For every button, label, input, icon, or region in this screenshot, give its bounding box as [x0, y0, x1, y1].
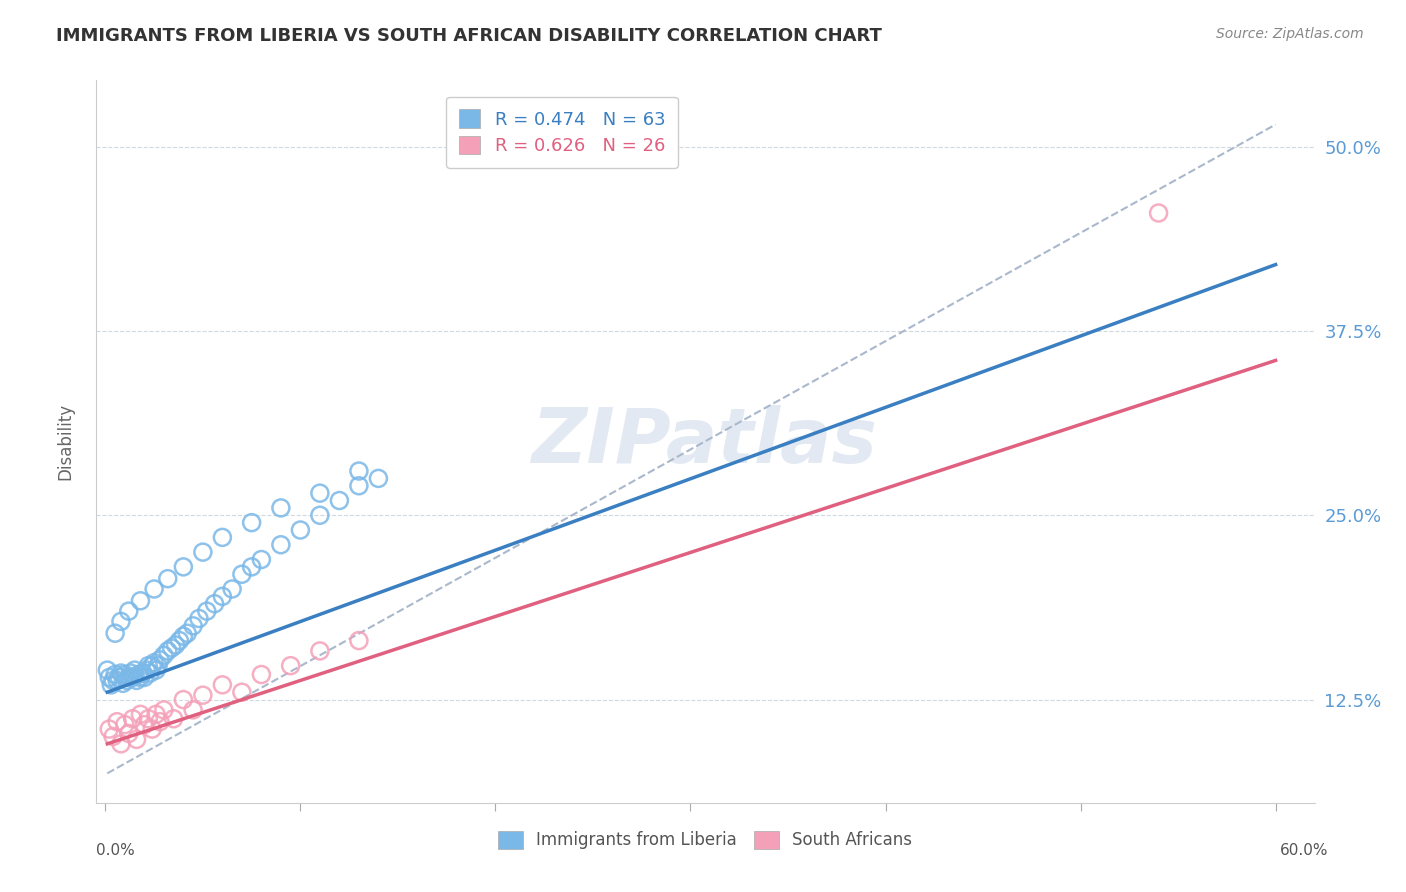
Point [347, 479, 370, 493]
Point [118, 604, 141, 618]
Point [149, 653, 172, 667]
Point [129, 670, 152, 684]
Point [118, 670, 141, 684]
Point [280, 658, 302, 673]
Point [181, 703, 204, 717]
Point [139, 666, 162, 681]
Point [156, 644, 179, 658]
Point [121, 712, 143, 726]
Point [125, 673, 148, 688]
Point [156, 572, 179, 586]
Point [101, 730, 124, 744]
Point [136, 658, 159, 673]
Point [96, 663, 118, 677]
Point [191, 688, 214, 702]
Point [347, 633, 370, 648]
Point [172, 629, 194, 643]
Point [153, 648, 176, 663]
Point [124, 663, 146, 677]
Point [136, 712, 159, 726]
Point [1147, 206, 1170, 220]
Point [114, 717, 136, 731]
Point [169, 633, 191, 648]
Point [162, 712, 184, 726]
Point [160, 640, 183, 655]
Point [143, 582, 166, 596]
Point [118, 726, 141, 740]
Point [115, 673, 138, 688]
Point [129, 707, 152, 722]
Point [191, 545, 214, 559]
Point [211, 590, 233, 604]
Point [290, 523, 312, 537]
Point [231, 685, 253, 699]
Point [104, 626, 127, 640]
Point [165, 638, 187, 652]
Point [231, 567, 253, 582]
Point [134, 670, 156, 684]
Point [143, 656, 166, 670]
Point [134, 717, 156, 731]
Point [100, 678, 122, 692]
Point [121, 670, 143, 684]
Point [104, 667, 127, 681]
Point [153, 703, 176, 717]
Text: 0.0%: 0.0% [96, 843, 135, 858]
Point [211, 530, 233, 544]
Point [250, 552, 273, 566]
Point [98, 722, 121, 736]
Point [128, 667, 150, 681]
Point [111, 676, 134, 690]
Point [110, 737, 132, 751]
Point [145, 707, 167, 722]
Point [172, 692, 194, 706]
Point [195, 604, 218, 618]
Point [181, 619, 204, 633]
Text: Source: ZipAtlas.com: Source: ZipAtlas.com [1216, 27, 1364, 41]
Point [347, 464, 370, 478]
Point [176, 626, 198, 640]
Point [101, 673, 124, 688]
Point [328, 493, 350, 508]
Point [240, 560, 263, 574]
Point [135, 663, 157, 677]
Point [131, 666, 153, 681]
Point [146, 658, 169, 673]
Point [149, 714, 172, 729]
Text: IMMIGRANTS FROM LIBERIA VS SOUTH AFRICAN DISABILITY CORRELATION CHART: IMMIGRANTS FROM LIBERIA VS SOUTH AFRICAN… [56, 27, 882, 45]
Point [145, 663, 167, 677]
Point [120, 666, 142, 681]
Text: ZIPatlas: ZIPatlas [531, 405, 879, 478]
Point [98, 670, 121, 684]
Y-axis label: Disability: Disability [56, 403, 75, 480]
Point [105, 673, 128, 688]
Point [105, 714, 128, 729]
Point [309, 644, 332, 658]
Point [129, 594, 152, 608]
Point [110, 666, 132, 681]
Point [250, 667, 273, 681]
Point [211, 678, 233, 692]
Point [270, 500, 292, 515]
Point [188, 611, 211, 625]
Point [172, 560, 194, 574]
Point [240, 516, 263, 530]
Legend: Immigrants from Liberia, South Africans: Immigrants from Liberia, South Africans [492, 824, 918, 856]
Text: 60.0%: 60.0% [1281, 843, 1329, 858]
Point [110, 615, 132, 629]
Point [204, 597, 226, 611]
Point [309, 508, 332, 523]
Point [221, 582, 243, 596]
Point [125, 732, 148, 747]
Point [270, 538, 292, 552]
Point [141, 722, 163, 736]
Point [108, 670, 131, 684]
Point [367, 471, 389, 485]
Point [114, 667, 136, 681]
Point [309, 486, 332, 500]
Point [141, 658, 163, 673]
